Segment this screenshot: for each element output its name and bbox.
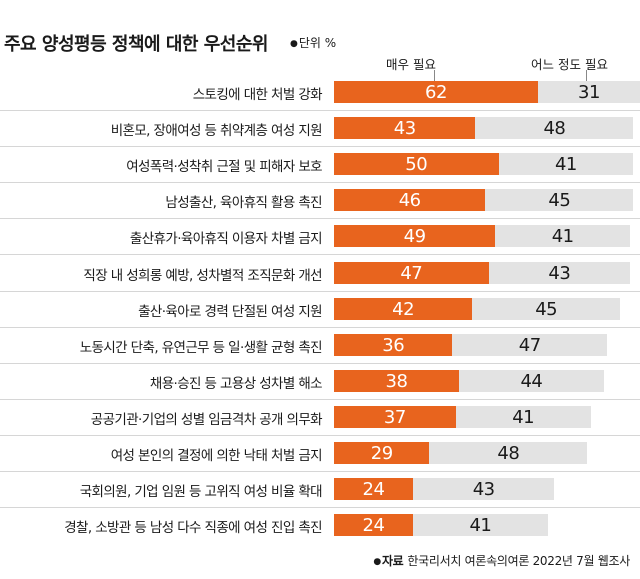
value-label-very-needed: 49 xyxy=(403,226,426,248)
legend-very-needed: 매우 필요 xyxy=(386,57,436,72)
bar-very-needed xyxy=(334,189,486,212)
value-label-very-needed: 36 xyxy=(382,334,405,356)
source-label: 자료 xyxy=(381,554,404,568)
bar-somewhat-needed xyxy=(485,189,634,212)
value-label-very-needed: 46 xyxy=(398,190,421,212)
bar-somewhat-needed xyxy=(429,442,588,464)
value-label-somewhat-needed: 44 xyxy=(520,370,543,392)
value-label-very-needed: 29 xyxy=(370,443,393,464)
row-divider xyxy=(0,507,640,509)
row-divider xyxy=(0,110,640,111)
bar-somewhat-needed xyxy=(495,225,631,248)
value-label-somewhat-needed: 43 xyxy=(548,262,571,284)
bar-very-needed xyxy=(334,478,413,501)
value-label-somewhat-needed: 41 xyxy=(512,406,535,428)
row-divider xyxy=(0,398,640,400)
bar-very-needed xyxy=(334,117,476,140)
category-label: 공공기관·기업의 성별 임금격차 공개 의무화 xyxy=(90,411,323,428)
bar-somewhat-needed xyxy=(472,297,621,320)
row-divider xyxy=(0,434,640,436)
category-label: 채용·승진 등 고용상 성차별 해소 xyxy=(149,375,323,392)
category-label: 출산·육아로 경력 단절된 여성 지원 xyxy=(138,303,323,320)
category-label: 노동시간 단축, 유연근무 등 일·생활 균형 촉진 xyxy=(79,339,323,356)
bar-somewhat-needed xyxy=(412,478,555,501)
bar-very-needed xyxy=(334,153,499,176)
value-label-somewhat-needed: 43 xyxy=(472,479,495,501)
category-label: 경찰, 소방관 등 남성 다수 직종에 여성 진입 촉진 xyxy=(64,520,322,537)
unit-note: 단위 % xyxy=(290,34,336,51)
bar-very-needed xyxy=(334,81,538,103)
bar-very-needed xyxy=(334,225,496,248)
category-label: 스토킹에 대한 처벌 강화 xyxy=(192,87,323,103)
bar-somewhat-needed xyxy=(475,117,634,140)
value-label-very-needed: 50 xyxy=(405,154,428,176)
row-divider xyxy=(0,326,640,328)
bar-somewhat-needed xyxy=(412,514,548,537)
bar-very-needed xyxy=(334,514,413,537)
legend-leader-line-somewhat xyxy=(586,70,587,81)
value-label-very-needed: 37 xyxy=(383,406,406,428)
bar-very-needed xyxy=(334,297,473,320)
value-label-very-needed: 38 xyxy=(385,370,408,392)
legend-leader-line-very xyxy=(434,70,435,81)
value-label-very-needed: 47 xyxy=(400,262,423,284)
category-label: 남성출산, 육아휴직 활용 촉진 xyxy=(165,195,322,212)
category-label: 출산휴가·육아휴직 이용자 차별 금지 xyxy=(129,231,323,248)
value-label-very-needed: 62 xyxy=(425,82,447,103)
legend-somewhat-needed: 어느 정도 필요 xyxy=(531,57,608,72)
bar-very-needed xyxy=(334,442,430,464)
bar-very-needed xyxy=(334,261,489,284)
value-label-somewhat-needed: 41 xyxy=(551,226,574,248)
row-divider xyxy=(0,290,640,292)
category-label: 직장 내 성희롱 예방, 성차별적 조직문화 개선 xyxy=(83,267,322,284)
category-label: 비혼모, 장애여성 등 취약계층 여성 지원 xyxy=(110,123,323,140)
category-label: 국회의원, 기업 임원 등 고위직 여성 비율 확대 xyxy=(79,484,323,501)
row-divider xyxy=(0,362,640,364)
value-label-somewhat-needed: 41 xyxy=(469,515,492,537)
value-label-somewhat-needed: 31 xyxy=(578,82,600,103)
bar-very-needed xyxy=(334,405,456,428)
bar-somewhat-needed xyxy=(488,261,631,284)
row-divider xyxy=(0,182,640,184)
source-text: 한국리서치 여론속의여론 2022년 7월 웹조사 xyxy=(407,554,630,568)
value-label-somewhat-needed: 45 xyxy=(535,298,558,320)
value-label-somewhat-needed: 41 xyxy=(554,154,577,176)
bar-somewhat-needed xyxy=(537,81,640,103)
value-label-very-needed: 24 xyxy=(362,515,385,537)
row-divider xyxy=(0,254,640,256)
value-label-very-needed: 43 xyxy=(393,118,416,140)
bar-somewhat-needed xyxy=(455,405,591,428)
bar-somewhat-needed xyxy=(498,153,634,176)
bar-somewhat-needed xyxy=(452,333,608,356)
value-label-somewhat-needed: 45 xyxy=(548,190,571,212)
chart-title: 주요 양성평등 정책에 대한 우선순위 xyxy=(4,34,268,55)
category-label: 여성 본인의 결정에 의한 낙태 처벌 금지 xyxy=(110,448,323,464)
row-divider xyxy=(0,218,640,220)
value-label-very-needed: 24 xyxy=(362,479,385,501)
bar-very-needed xyxy=(334,369,460,392)
bar-very-needed xyxy=(334,333,453,356)
row-divider xyxy=(0,471,640,472)
bar-somewhat-needed xyxy=(459,369,604,392)
value-label-very-needed: 42 xyxy=(392,298,415,320)
value-label-somewhat-needed: 48 xyxy=(543,118,566,140)
row-divider xyxy=(0,146,640,148)
value-label-somewhat-needed: 48 xyxy=(497,443,520,464)
category-label: 여성폭력·성착취 근절 및 피해자 보호 xyxy=(126,159,322,176)
value-label-somewhat-needed: 47 xyxy=(518,334,541,356)
